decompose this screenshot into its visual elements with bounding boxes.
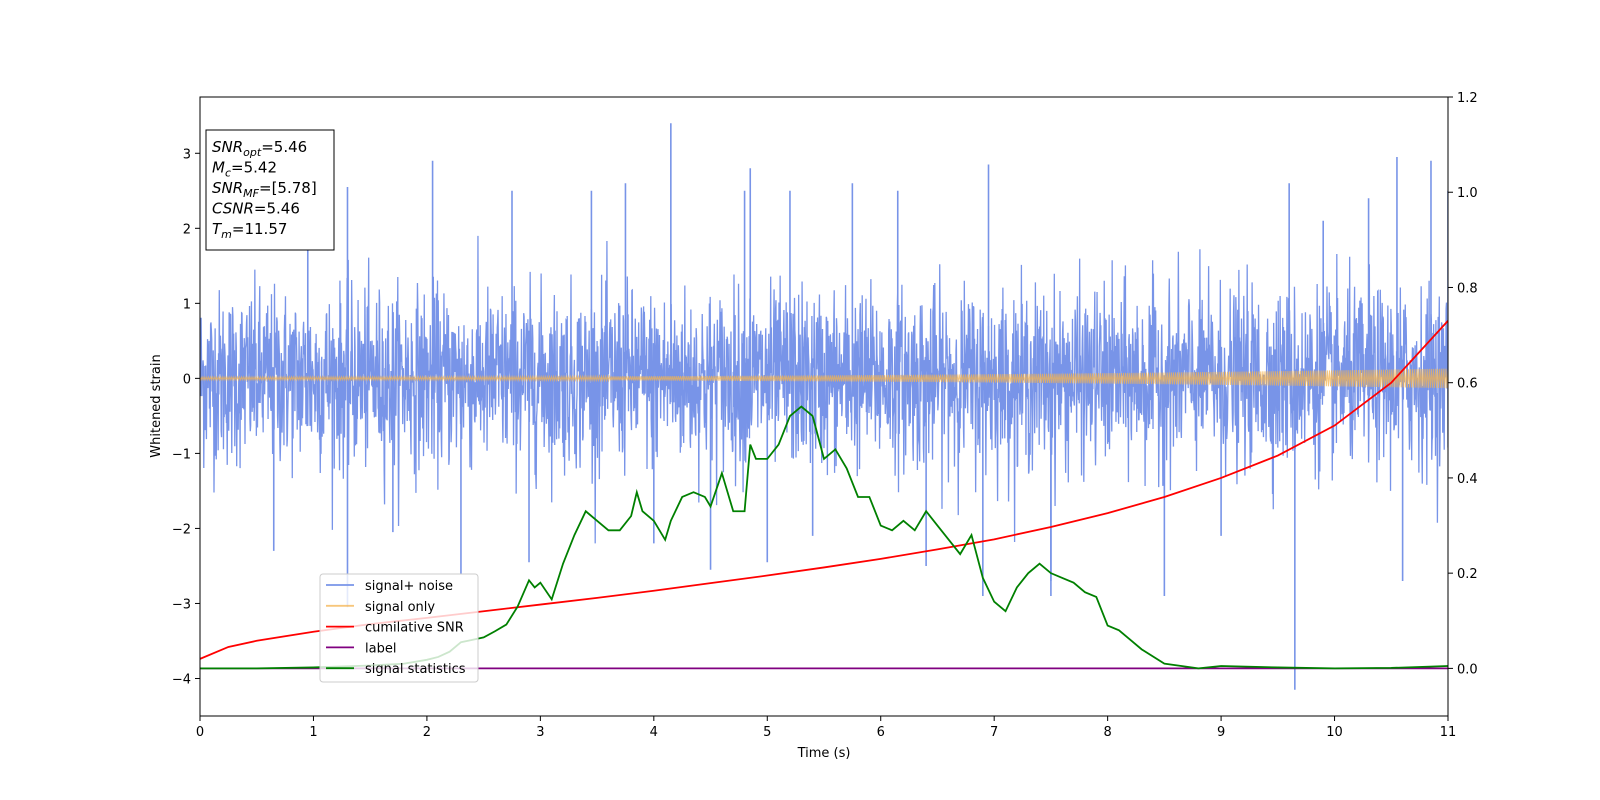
legend-label: signal only	[365, 600, 435, 615]
y-tick-label: −2	[172, 522, 191, 537]
y-axis-label: Whitened strain	[149, 354, 164, 457]
annotation-value: =5.42	[231, 159, 277, 177]
series-line-signal-noise	[200, 235, 1448, 544]
annotation-line: Mc=5.42	[212, 159, 277, 180]
plot-frame	[199, 96, 1449, 717]
x-tick-label: 9	[1217, 725, 1225, 740]
annotation-line: Tm=11.57	[212, 220, 287, 241]
x-tick-label: 7	[990, 725, 998, 740]
annotation-value: =5.46	[261, 138, 307, 156]
annotation-symbol: M	[212, 159, 225, 177]
annotation-line: CSNR=5.46	[212, 200, 300, 218]
y-tick-label: 0	[183, 372, 191, 387]
y-tick-label: −3	[172, 597, 191, 612]
stats-annotation-box: SNRopt=5.46Mc=5.42SNRMF=[5.78]CSNR=5.46T…	[205, 129, 335, 251]
legend-label: signal+ noise	[365, 579, 453, 594]
y-tick-label: 1	[183, 297, 191, 312]
y2-tick-label: 0.6	[1457, 377, 1478, 392]
y-tick-label: 3	[183, 147, 191, 162]
series-line-signal-statistics	[200, 405, 1448, 670]
x-tick-label: 11	[1440, 725, 1457, 740]
legend-frame	[319, 573, 479, 683]
legend-label: label	[365, 641, 396, 656]
y2-tick-label: 0.0	[1457, 662, 1478, 677]
y2-tick-label: 0.8	[1457, 281, 1478, 296]
x-tick-label: 6	[877, 725, 885, 740]
series-line-signal-only	[200, 368, 1448, 389]
x-axis: 0 1 2 3 4 5 6 7 8 9 10 11	[196, 716, 1456, 740]
annotation-line: SNRopt=5.46	[212, 138, 307, 159]
annotation-symbol: SNR	[212, 138, 243, 156]
x-tick-label: 2	[423, 725, 431, 740]
y-tick-label: −1	[172, 447, 191, 462]
annotation-subscript: m	[221, 228, 232, 241]
annotation-symbol: SNR	[212, 179, 243, 197]
annotation-subscript: c	[225, 167, 231, 180]
annotation-subscript: opt	[243, 146, 262, 159]
annotation-subscript: MF	[243, 187, 259, 200]
annotation-value: =[5.78]	[259, 179, 317, 197]
y-tick-label: −4	[172, 672, 191, 687]
annotation-line: SNRMF=[5.78]	[212, 179, 317, 200]
x-tick-label: 0	[196, 725, 204, 740]
annotation-value: =5.46	[254, 200, 300, 218]
y2-tick-label: 1.2	[1457, 91, 1478, 106]
y2-tick-label: 0.4	[1457, 472, 1478, 487]
y2-tick-label: 1.0	[1457, 186, 1478, 201]
legend-label: cumilative SNR	[365, 621, 464, 636]
annotation-frame	[205, 129, 335, 251]
x-tick-label: 10	[1326, 725, 1343, 740]
y-axis-left: −4 −3 −2 −1 0 1 2 3	[172, 147, 200, 687]
legend: signal+ noise signal only cumilative SNR la…	[319, 573, 479, 683]
x-axis-label: Time (s)	[797, 746, 851, 761]
series-layer	[200, 123, 1448, 690]
x-tick-label: 3	[536, 725, 544, 740]
y-tick-label: 2	[183, 222, 191, 237]
x-tick-label: 8	[1103, 725, 1111, 740]
annotation-value: =11.57	[232, 220, 288, 238]
x-tick-label: 4	[650, 725, 658, 740]
y-axis-right: 0.0 0.2 0.4 0.6 0.8 1.0 1.2	[1448, 91, 1478, 677]
annotation-symbol: CSNR	[212, 200, 254, 218]
y2-tick-label: 0.2	[1457, 567, 1478, 582]
x-tick-label: 5	[763, 725, 771, 740]
annotation-symbol: T	[212, 220, 223, 238]
legend-label: signal statistics	[365, 662, 466, 677]
x-tick-label: 1	[309, 725, 317, 740]
